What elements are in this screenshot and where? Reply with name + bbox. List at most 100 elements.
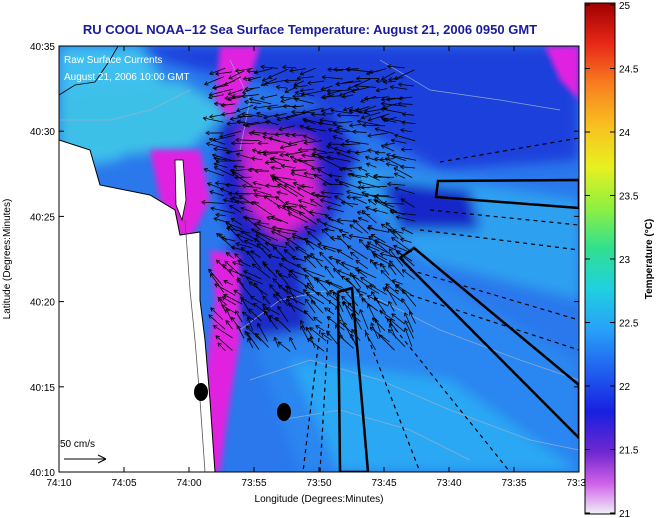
current-vector-head <box>320 86 326 91</box>
current-vector-head <box>382 287 388 292</box>
current-vector-head <box>262 261 267 266</box>
current-vector-head <box>268 315 274 320</box>
current-vector-head <box>263 115 268 120</box>
current-vector-head <box>316 291 322 297</box>
current-vector-head <box>355 288 361 293</box>
current-vector-head <box>204 81 209 86</box>
current-vector-head <box>321 111 326 117</box>
current-vector-head <box>309 336 314 341</box>
current-vector-head <box>237 114 242 119</box>
current-vector <box>320 107 333 112</box>
current-vector-head <box>279 152 284 158</box>
current-vector-head <box>371 317 377 322</box>
current-vector-head <box>346 245 352 250</box>
current-vector-head <box>381 97 386 102</box>
current-vector <box>228 269 252 279</box>
x-tick-label: 74:10 <box>46 478 71 489</box>
current-vector-head <box>303 289 308 294</box>
current-vector <box>230 246 244 251</box>
current-vector-head <box>269 284 274 289</box>
current-vector <box>266 216 282 222</box>
current-vector-head <box>236 119 241 125</box>
current-vector-head <box>320 190 325 195</box>
current-vector <box>226 121 244 125</box>
current-vector <box>289 337 297 350</box>
current-vector <box>357 120 379 126</box>
current-vector <box>265 161 277 164</box>
current-vector-head <box>264 241 269 247</box>
current-vector <box>304 226 317 232</box>
current-vector-head <box>328 255 333 261</box>
current-vector-head <box>278 126 283 132</box>
current-vector-head <box>282 104 287 109</box>
current-vector <box>360 276 377 288</box>
station-marker <box>194 383 208 401</box>
current-vector <box>280 144 298 149</box>
current-vector <box>338 229 349 234</box>
current-vector-head <box>357 216 363 221</box>
current-vector-head <box>240 230 245 235</box>
current-vector-head <box>317 242 322 248</box>
current-vector <box>386 163 399 167</box>
colorbar-tick-label: 22 <box>619 382 631 393</box>
current-vector <box>284 79 300 82</box>
current-vector-head <box>203 167 208 173</box>
current-vector-head <box>381 76 386 81</box>
current-vector <box>208 314 226 330</box>
current-vector-head <box>250 130 256 135</box>
current-vector-head <box>357 180 362 185</box>
current-vector-head <box>260 82 266 87</box>
current-vector-head <box>352 275 357 280</box>
current-vector <box>302 268 325 278</box>
current-vector <box>347 245 368 260</box>
current-vector <box>255 333 270 348</box>
current-vector-head <box>294 90 300 96</box>
current-vector-head <box>281 257 286 262</box>
current-vector <box>212 85 226 89</box>
current-vector <box>351 86 370 92</box>
colorbar-tick-label: 25 <box>619 1 631 12</box>
current-vector-head <box>215 158 220 164</box>
current-vector-head <box>262 77 267 82</box>
current-vector <box>285 201 307 208</box>
current-vector-head <box>236 108 241 113</box>
current-vector-head <box>404 320 409 325</box>
current-vector <box>215 335 233 351</box>
current-vector-head <box>302 134 308 139</box>
scale-label: 50 cm/s <box>60 439 95 450</box>
current-vector-head <box>231 172 237 177</box>
current-vector-head <box>333 267 338 273</box>
current-vector-head <box>392 229 397 234</box>
current-vector-head <box>341 275 346 281</box>
current-vector-head <box>277 341 282 346</box>
current-vector <box>378 334 395 351</box>
current-vector <box>354 85 377 88</box>
current-vector-head <box>374 150 379 156</box>
current-vector <box>290 169 307 171</box>
current-vector <box>306 338 325 352</box>
x-tick-label: 73:40 <box>436 478 461 489</box>
current-vector <box>394 187 415 195</box>
current-vector <box>251 131 269 134</box>
current-vector-head <box>333 128 338 134</box>
current-vector-head <box>244 216 250 221</box>
current-vector <box>282 66 297 69</box>
current-vector-head <box>372 254 378 259</box>
current-vector <box>248 308 262 322</box>
current-vector <box>326 156 351 162</box>
current-vector <box>400 238 412 243</box>
current-vector <box>330 109 352 114</box>
current-vector <box>390 211 416 216</box>
current-vector <box>385 222 404 239</box>
current-vector <box>296 263 316 280</box>
current-vector-head <box>336 249 342 254</box>
current-vector-head <box>214 101 219 107</box>
current-vector <box>369 259 378 270</box>
colorbar-tick-label: 24.5 <box>619 65 639 76</box>
current-vector-head <box>343 107 348 112</box>
current-vector <box>346 191 369 198</box>
current-vector <box>322 76 343 80</box>
current-vector <box>262 295 271 305</box>
current-vector <box>337 319 353 334</box>
current-vector-head <box>326 292 331 297</box>
